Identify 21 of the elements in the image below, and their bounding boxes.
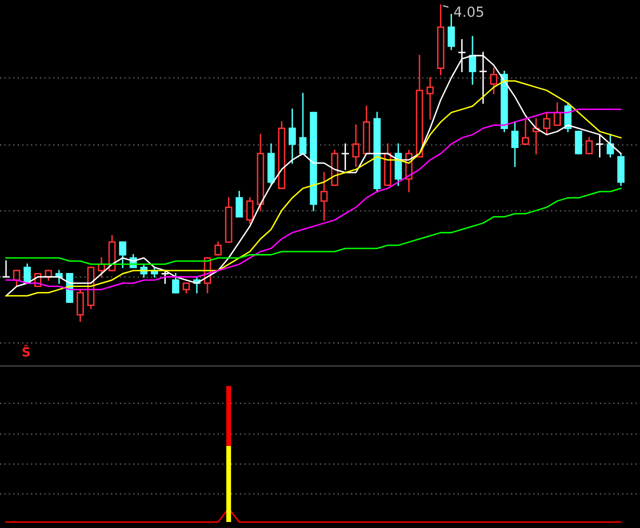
candlestick (448, 14, 455, 50)
candlestick (352, 124, 360, 167)
candlestick (490, 68, 498, 94)
candlestick (2, 260, 10, 278)
candlestick (574, 130, 582, 154)
candlestick (426, 77, 434, 120)
candlestick (288, 108, 296, 164)
candlestick (511, 121, 519, 167)
candlestick (606, 134, 614, 158)
candlestick (24, 264, 31, 284)
candlestick (172, 273, 180, 294)
annotation: 4.05 (454, 6, 484, 17)
candlestick (342, 143, 349, 170)
candlestick (246, 197, 254, 224)
candlestick (236, 190, 243, 218)
candlestick (119, 241, 126, 268)
candlestick (596, 134, 604, 158)
candlestick (320, 172, 328, 221)
candlestick (161, 270, 169, 284)
text: Ŝ (22, 344, 30, 357)
candlestick (299, 92, 306, 154)
